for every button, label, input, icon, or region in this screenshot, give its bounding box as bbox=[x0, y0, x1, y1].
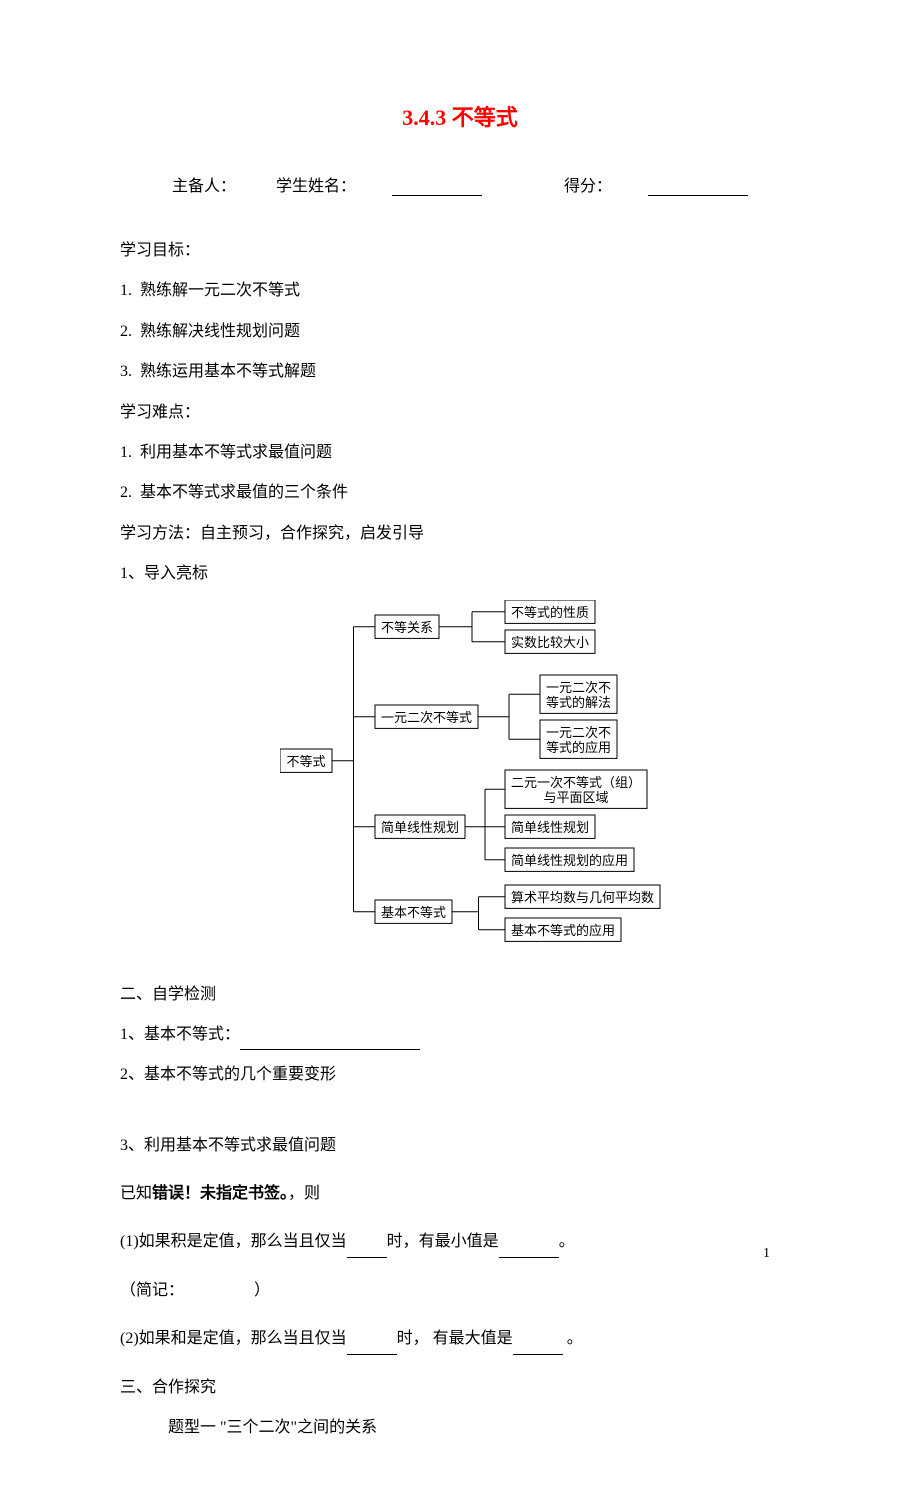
info-row: 主备人： 学生姓名： 得分： bbox=[120, 172, 800, 196]
score-blank bbox=[648, 178, 748, 196]
error-text: 错误！未指定书签。 bbox=[152, 1185, 288, 1202]
svg-text:简单线性规划的应用: 简单线性规划的应用 bbox=[511, 853, 628, 868]
svg-text:不等式的性质: 不等式的性质 bbox=[511, 605, 589, 620]
preparer-label: 主备人： bbox=[172, 178, 236, 195]
student-blank bbox=[392, 178, 482, 196]
page-number: 1 bbox=[763, 1246, 770, 1262]
svg-text:与平面区域: 与平面区域 bbox=[543, 790, 608, 805]
svg-text:基本不等式: 基本不等式 bbox=[381, 905, 446, 920]
method-line: 学习方法：自主预习，合作探究，启发引导 bbox=[120, 519, 800, 549]
score-label: 得分： bbox=[564, 178, 612, 195]
svg-text:一元二次不: 一元二次不 bbox=[546, 680, 611, 695]
diff-1: 1. 利用基本不等式求最值问题 bbox=[120, 438, 800, 468]
q3-2: (2)如果和是定值，那么当且仅当时， 有最大值是 。 bbox=[120, 1324, 800, 1354]
known-line: 已知错误！未指定书签。，则 bbox=[120, 1179, 800, 1209]
page-title: 3.4.3 不等式 bbox=[120, 100, 800, 132]
svg-text:算术平均数与几何平均数: 算术平均数与几何平均数 bbox=[511, 890, 654, 905]
obj-2: 2. 熟练解决线性规划问题 bbox=[120, 317, 800, 347]
q3-1-blank2 bbox=[499, 1240, 559, 1258]
sec3-label: 三、合作探究 bbox=[120, 1373, 800, 1403]
obj-3: 3. 熟练运用基本不等式解题 bbox=[120, 357, 800, 387]
svg-text:二元一次不等式（组）: 二元一次不等式（组） bbox=[511, 775, 641, 790]
diff-2: 2. 基本不等式求最值的三个条件 bbox=[120, 478, 800, 508]
sec1-label: 1、导入亮标 bbox=[120, 559, 800, 589]
q1-blank bbox=[240, 1033, 420, 1051]
sec2-label: 二、自学检测 bbox=[120, 980, 800, 1010]
sec2-q2: 2、基本不等式的几个重要变形 bbox=[120, 1060, 800, 1090]
sec3-sub: 题型一 "三个二次"之间的关系 bbox=[120, 1413, 800, 1443]
svg-text:基本不等式的应用: 基本不等式的应用 bbox=[511, 923, 615, 938]
q3-1-blank1 bbox=[347, 1240, 387, 1258]
svg-text:不等关系: 不等关系 bbox=[381, 620, 433, 635]
svg-text:等式的应用: 等式的应用 bbox=[546, 740, 611, 755]
q3-2-blank2 bbox=[513, 1337, 563, 1355]
objectives-header: 学习目标： bbox=[120, 236, 800, 266]
svg-text:不等式: 不等式 bbox=[286, 754, 325, 769]
svg-text:实数比较大小: 实数比较大小 bbox=[511, 635, 589, 650]
difficulties-header: 学习难点： bbox=[120, 398, 800, 428]
concept-tree: 不等式不等关系一元二次不等式简单线性规划基本不等式不等式的性质实数比较大小一元二… bbox=[280, 600, 800, 950]
q3-1: (1)如果积是定值，那么当且仅当时，有最小值是。 bbox=[120, 1227, 800, 1257]
svg-text:简单线性规划: 简单线性规划 bbox=[381, 820, 459, 835]
svg-text:等式的解法: 等式的解法 bbox=[546, 695, 611, 710]
sec2-q3: 3、利用基本不等式求最值问题 bbox=[120, 1131, 800, 1161]
svg-text:一元二次不: 一元二次不 bbox=[546, 725, 611, 740]
svg-text:简单线性规划: 简单线性规划 bbox=[511, 820, 589, 835]
svg-text:一元二次不等式: 一元二次不等式 bbox=[381, 710, 472, 725]
sec2-q1: 1、基本不等式： bbox=[120, 1020, 800, 1050]
student-label: 学生姓名： bbox=[276, 178, 356, 195]
obj-1: 1. 熟练解一元二次不等式 bbox=[120, 276, 800, 306]
q3-2-blank1 bbox=[347, 1337, 397, 1355]
